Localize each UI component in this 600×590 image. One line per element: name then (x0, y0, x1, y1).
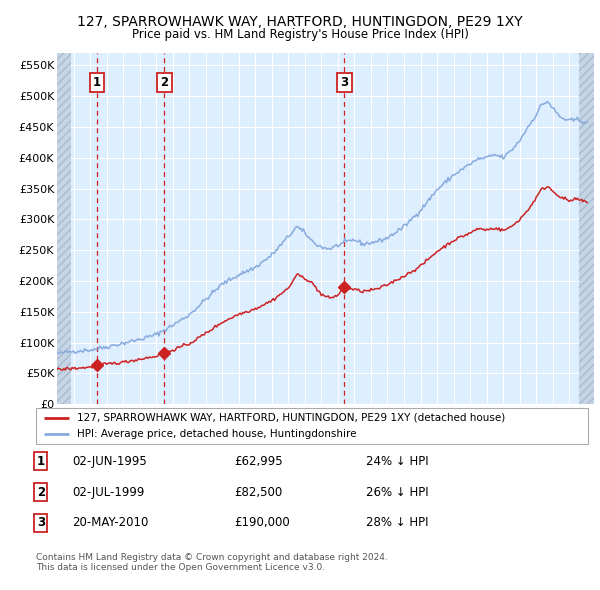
Text: 3: 3 (340, 76, 348, 89)
Bar (57, 53, 71, 404)
Bar (580, 53, 594, 404)
Text: 3: 3 (37, 516, 45, 529)
Text: Contains HM Land Registry data © Crown copyright and database right 2024.: Contains HM Land Registry data © Crown c… (36, 553, 388, 562)
Text: 02-JUN-1995: 02-JUN-1995 (72, 455, 147, 468)
Text: 24% ↓ HPI: 24% ↓ HPI (366, 455, 428, 468)
Text: 2: 2 (37, 486, 45, 499)
Text: £190,000: £190,000 (234, 516, 290, 529)
Text: 1: 1 (37, 455, 45, 468)
Text: 20-MAY-2010: 20-MAY-2010 (72, 516, 148, 529)
Text: £62,995: £62,995 (234, 455, 283, 468)
Text: Price paid vs. HM Land Registry's House Price Index (HPI): Price paid vs. HM Land Registry's House … (131, 28, 469, 41)
Text: 28% ↓ HPI: 28% ↓ HPI (366, 516, 428, 529)
Text: 127, SPARROWHAWK WAY, HARTFORD, HUNTINGDON, PE29 1XY: 127, SPARROWHAWK WAY, HARTFORD, HUNTINGD… (77, 15, 523, 30)
Text: 127, SPARROWHAWK WAY, HARTFORD, HUNTINGDON, PE29 1XY (detached house): 127, SPARROWHAWK WAY, HARTFORD, HUNTINGD… (77, 413, 506, 423)
Text: 1: 1 (93, 76, 101, 89)
Text: This data is licensed under the Open Government Licence v3.0.: This data is licensed under the Open Gov… (36, 563, 325, 572)
Bar (57, 53, 71, 404)
Text: 2: 2 (160, 76, 169, 89)
Text: HPI: Average price, detached house, Huntingdonshire: HPI: Average price, detached house, Hunt… (77, 429, 357, 439)
Text: £82,500: £82,500 (234, 486, 282, 499)
Text: 26% ↓ HPI: 26% ↓ HPI (366, 486, 428, 499)
Bar (580, 53, 594, 404)
Text: 02-JUL-1999: 02-JUL-1999 (72, 486, 145, 499)
